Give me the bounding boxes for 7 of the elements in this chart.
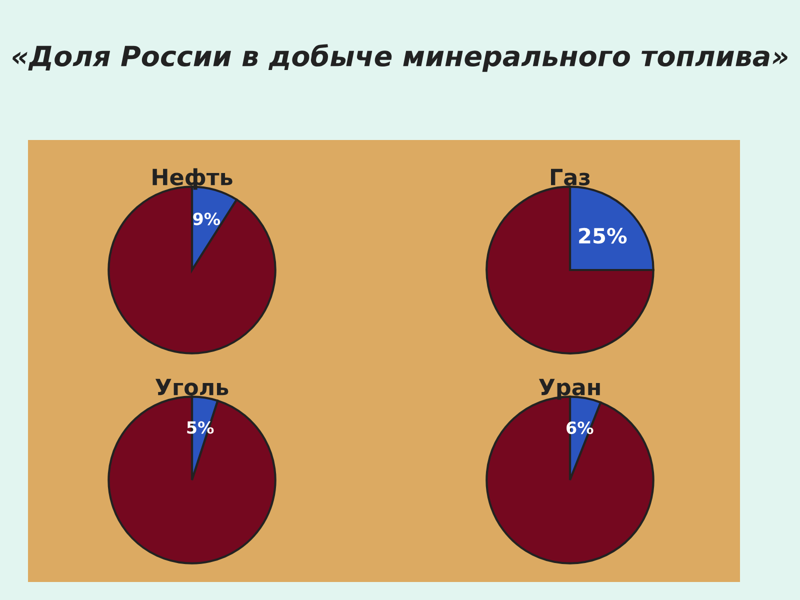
chart-title: Газ <box>551 168 590 186</box>
data-label: 9% <box>193 212 220 226</box>
text: «Доля России в добыче минерального топлива» <box>12 44 788 72</box>
chart-title: Нефть <box>152 168 232 190</box>
data-label: 25% <box>579 228 627 244</box>
chart-title: Уран <box>538 378 600 400</box>
chart-title: Уголь <box>155 378 228 396</box>
